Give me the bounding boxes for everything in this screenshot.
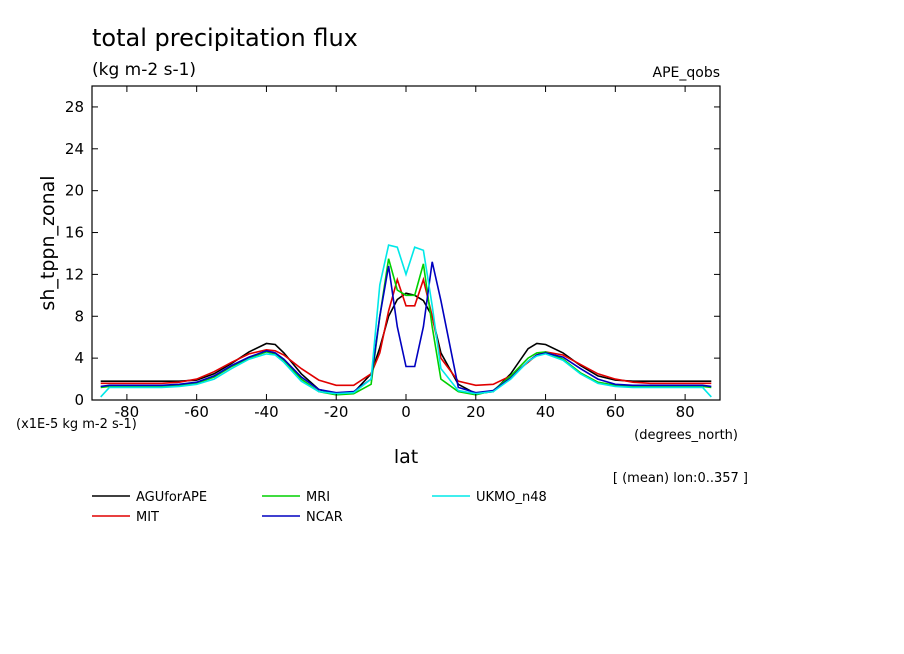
x-tick-label: 0 [401, 403, 411, 421]
legend: AGUforAPE MIT MRI NCAR UKMO_n48 [92, 490, 547, 525]
chart-units: (kg m-2 s-1) [92, 60, 196, 80]
series-line-mri [100, 258, 712, 396]
series-line-mit [100, 276, 712, 387]
x-tick-label: 40 [536, 403, 555, 421]
x-tick-label: 20 [466, 403, 485, 421]
y-tick-label: 24 [65, 140, 84, 158]
series-line-aguforape [100, 292, 712, 395]
x-tick-label: -40 [254, 403, 279, 421]
series-line-ncar [100, 261, 712, 394]
legend-entry: MRI [306, 490, 330, 505]
series-layer [100, 244, 712, 398]
y-axis-ticks: 0 4 8 12 16 20 24 28 [65, 98, 720, 409]
y-scale-note: (x1E-5 kg m-2 s-1) [16, 417, 137, 432]
legend-entry: UKMO_n48 [476, 490, 547, 505]
x-tick-label: -20 [324, 403, 349, 421]
y-axis-label: sh_tppn_zonal [37, 175, 59, 310]
plot-frame [91, 85, 721, 401]
legend-entry: AGUforAPE [136, 490, 207, 505]
x-axis-label: lat [394, 446, 418, 468]
x-axis-ticks: -80 -60 -40 -20 0 20 40 60 80 [115, 86, 695, 421]
x-units-label: (degrees_north) [634, 428, 738, 443]
series-line-ukmo-n48 [100, 244, 712, 398]
y-tick-label: 16 [65, 224, 84, 242]
chart-title: total precipitation flux [92, 24, 358, 52]
y-tick-label: 8 [74, 307, 84, 325]
y-tick-label: 20 [65, 182, 84, 200]
legend-entry: MIT [136, 510, 159, 525]
mean-note: [ (mean) lon:0..357 ] [613, 471, 748, 486]
y-tick-label: 28 [65, 98, 84, 116]
dataset-label: APE_qobs [653, 65, 721, 81]
x-tick-label: -60 [184, 403, 209, 421]
legend-entry: NCAR [306, 510, 343, 525]
x-tick-label: 80 [676, 403, 695, 421]
x-tick-label: 60 [606, 403, 625, 421]
y-tick-label: 4 [74, 349, 84, 367]
y-tick-label: 0 [74, 391, 84, 409]
x-tick-label: -80 [115, 403, 140, 421]
y-tick-label: 12 [65, 265, 84, 283]
